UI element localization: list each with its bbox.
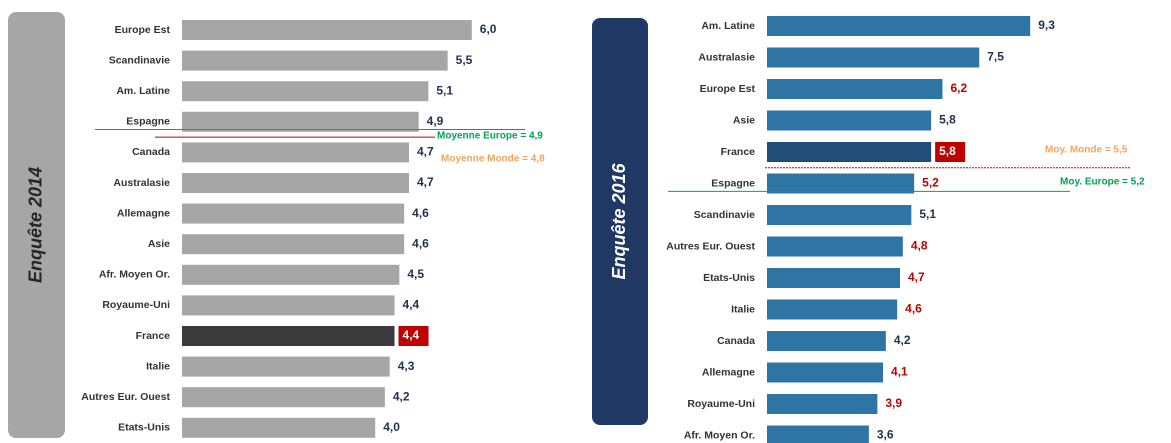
value-label: 5,1 <box>436 83 453 97</box>
category-label: Canada <box>132 146 170 158</box>
category-label: Italie <box>731 303 755 315</box>
category-label: Asie <box>733 114 755 126</box>
value-label: 4,2 <box>393 389 410 403</box>
value-label: 4,7 <box>908 270 925 284</box>
category-label: Afr. Moyen Or. <box>99 269 170 281</box>
bar <box>767 79 943 99</box>
category-label: Asie <box>148 238 170 250</box>
category-label: Canada <box>717 335 755 347</box>
reference-label: Moy. Monde = 5,5 <box>1045 145 1128 156</box>
category-label: Scandinavie <box>694 209 755 221</box>
bar <box>182 264 400 285</box>
value-label-box <box>935 142 966 162</box>
bar <box>182 81 429 102</box>
panel-box <box>592 18 648 425</box>
panel-box <box>8 12 65 438</box>
bar <box>767 425 869 443</box>
panel-label: Enquête 2016 <box>609 162 629 279</box>
category-label: Am. Latine <box>701 20 755 32</box>
value-label-box <box>398 326 429 346</box>
bar <box>767 47 980 68</box>
value-label: 4,6 <box>412 206 429 220</box>
category-label: Etats-Unis <box>118 422 170 434</box>
reference-label: Moyenne Monde = 4,8 <box>441 154 545 165</box>
value-label: 4,2 <box>894 333 911 347</box>
bar <box>767 205 912 225</box>
value-label: 3,6 <box>877 428 894 442</box>
value-label: 4,1 <box>891 365 908 379</box>
bar <box>767 299 898 320</box>
category-label: Royaume-Uni <box>102 299 170 311</box>
category-label: Europe Est <box>115 24 171 36</box>
bar <box>182 387 385 408</box>
category-label: Espagne <box>711 177 755 189</box>
value-label: 4,7 <box>417 175 434 189</box>
bar <box>767 268 901 288</box>
panel-label: Enquête 2014 <box>25 167 45 283</box>
value-label: 6,0 <box>480 22 497 36</box>
value-label: 9,3 <box>1038 18 1055 32</box>
value-label: 4,4 <box>403 328 420 342</box>
category-label: Am. Latine <box>116 85 170 97</box>
value-label: 4,6 <box>412 236 429 250</box>
value-label: 4,8 <box>911 239 928 253</box>
bar <box>767 236 903 257</box>
bar <box>182 50 448 71</box>
bar <box>182 326 395 346</box>
value-label: 7,5 <box>987 50 1004 64</box>
category-label: Autres Eur. Ouest <box>666 240 755 252</box>
category-label: Espagne <box>126 116 170 128</box>
reference-label: Moyenne Europe = 4,9 <box>437 131 543 142</box>
value-label: 4,0 <box>383 420 400 434</box>
bar <box>767 394 878 414</box>
bar <box>182 173 410 193</box>
bar <box>182 417 376 438</box>
value-label: 4,3 <box>398 359 415 373</box>
bar <box>767 110 932 131</box>
category-label: Afr. Moyen Or. <box>684 429 755 441</box>
value-label: 6,2 <box>950 81 967 95</box>
category-label: Italie <box>146 360 170 372</box>
value-label: 5,8 <box>939 144 956 158</box>
bar <box>182 142 410 163</box>
category-label: Allemagne <box>117 207 170 219</box>
bar <box>182 111 419 132</box>
value-label: 4,5 <box>407 267 424 281</box>
value-label: 5,1 <box>919 207 936 221</box>
category-label: Etats-Unis <box>703 272 755 284</box>
bar <box>767 142 932 162</box>
reference-label: Moy. Europe = 5,2 <box>1060 177 1145 188</box>
value-label: 4,7 <box>417 145 434 159</box>
value-label: 4,9 <box>427 114 444 128</box>
value-label: 4,6 <box>905 302 922 316</box>
bar <box>182 295 395 316</box>
category-label: Europe Est <box>700 83 756 95</box>
bar <box>767 16 1031 36</box>
category-label: Royaume-Uni <box>687 398 755 410</box>
bar <box>182 356 390 377</box>
bar <box>767 173 915 194</box>
value-label: 3,9 <box>885 396 902 410</box>
category-label: Scandinavie <box>109 54 170 66</box>
value-label: 5,2 <box>922 176 939 190</box>
category-label: Autres Eur. Ouest <box>81 391 170 403</box>
category-label: Australasie <box>698 51 755 63</box>
value-label: 4,4 <box>403 298 420 312</box>
value-label: 5,5 <box>456 53 473 67</box>
bar <box>182 203 405 224</box>
value-label: 5,8 <box>939 113 956 127</box>
bar <box>182 20 472 40</box>
bar <box>182 234 405 255</box>
category-label: Australasie <box>113 177 170 189</box>
bar <box>767 331 886 351</box>
category-label: France <box>136 330 171 342</box>
bar <box>767 362 884 383</box>
category-label: Allemagne <box>702 366 755 378</box>
category-label: France <box>721 146 756 158</box>
